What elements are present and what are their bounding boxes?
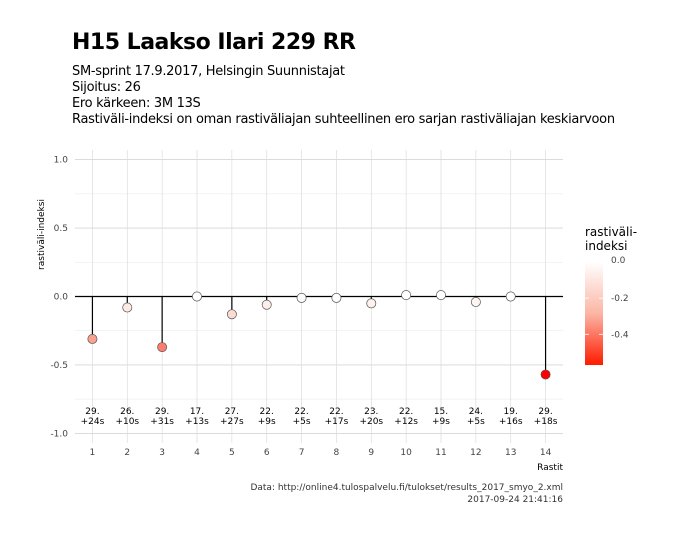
rank-label: 27.	[225, 407, 239, 417]
chart-title: H15 Laakso Ilari 229 RR	[72, 30, 356, 55]
diff-label: +31s	[150, 417, 174, 427]
lollipop-point	[296, 292, 307, 303]
legend-tick-label: -0.4	[611, 330, 629, 340]
diff-label: +5s	[293, 417, 311, 427]
diff-label: +13s	[185, 417, 209, 427]
rank-label: 15.	[434, 407, 448, 417]
y-axis-label: rastiväli-indeksi	[37, 199, 47, 270]
legend-tick-label: -0.2	[611, 294, 629, 304]
legend-title-line-1: rastiväli-	[585, 225, 637, 239]
chart-marks: 29.+24s26.+10s29.+31s17.+13s27.+27s22.+9…	[75, 290, 563, 427]
rank-label: 29.	[85, 407, 99, 417]
lollipop-point	[505, 291, 516, 302]
legend-tick-label: 0.0	[611, 256, 626, 266]
rank-label: 23.	[364, 407, 378, 417]
rank-label: 17.	[190, 407, 204, 417]
lollipop-point	[261, 299, 272, 310]
diff-label: +24s	[81, 417, 105, 427]
caption-source: Data: http://online4.tulospalvelu.fi/tul…	[250, 483, 563, 493]
lollipop-point	[157, 342, 168, 353]
x-tick-label: 11	[435, 448, 446, 458]
lollipop-point	[470, 297, 481, 307]
y-tick-label: 0.5	[54, 224, 68, 234]
grid	[75, 150, 563, 443]
subtitle-line-4: Rastiväli-indeksi on oman rastiväliajan …	[72, 112, 615, 127]
diff-label: +27s	[220, 417, 244, 427]
y-tick-label: 0.0	[54, 293, 69, 303]
diff-label: +9s	[258, 417, 276, 427]
x-tick-label: 13	[505, 448, 516, 458]
diff-label: +9s	[432, 417, 450, 427]
subtitle-line-3: Ero kärkeen: 3M 13S	[72, 96, 201, 111]
diff-label: +12s	[394, 417, 418, 427]
subtitle-line-2: Sijoitus: 26	[72, 80, 141, 95]
x-tick-label: 9	[368, 448, 374, 458]
lollipop-point	[540, 369, 551, 380]
rank-label: 22.	[294, 407, 308, 417]
rank-label: 22.	[399, 407, 413, 417]
x-tick-label: 4	[194, 448, 200, 458]
color-legend: rastiväli-indeksi 0.0 -0.2 -0.4	[585, 225, 637, 365]
diff-label: +17s	[325, 417, 349, 427]
lollipop-point	[192, 291, 202, 302]
axes: -1.0-0.50.00.51.01 2 3 4 5 6 7 8 9 10 11 12 13 14Rast…	[37, 156, 563, 473]
y-tick-label: -0.5	[50, 361, 68, 371]
x-tick-label: 14	[540, 448, 552, 458]
lollipop-point	[436, 290, 446, 301]
x-tick-label: 2	[124, 448, 130, 458]
x-tick-label: 1	[90, 448, 96, 458]
x-tick-label: 12	[470, 448, 481, 458]
rank-label: 29.	[538, 407, 552, 417]
x-tick-label: 8	[334, 448, 340, 458]
lollipop-point	[331, 292, 342, 303]
x-axis-label: Rastit	[537, 463, 563, 473]
caption-timestamp: 2017-09-24 21:41:16	[467, 495, 563, 505]
x-tick-label: 3	[159, 448, 165, 458]
diff-label: +18s	[534, 417, 558, 427]
lollipop-point	[366, 298, 377, 309]
x-tick-label: 7	[299, 448, 305, 458]
subtitle-line-1: SM-sprint 17.9.2017, Helsingin Suunnista…	[72, 64, 345, 79]
lollipop-point	[122, 302, 133, 313]
y-tick-label: 1.0	[54, 156, 69, 166]
lollipop-point	[87, 333, 98, 344]
rank-label: 24.	[469, 407, 483, 417]
diff-label: +5s	[467, 417, 485, 427]
lollipop-point	[401, 290, 412, 301]
lollipop-point	[226, 309, 237, 320]
x-tick-label: 10	[400, 448, 412, 458]
rank-label: 22.	[329, 407, 343, 417]
x-tick-label: 5	[229, 448, 235, 458]
diff-label: +16s	[499, 417, 523, 427]
rank-label: 29.	[155, 407, 169, 417]
y-tick-label: -1.0	[50, 429, 68, 439]
rank-label: 26.	[120, 407, 134, 417]
rank-label: 19.	[504, 407, 518, 417]
diff-label: +20s	[359, 417, 383, 427]
legend-title-line-2: indeksi	[585, 239, 627, 253]
diff-label: +10s	[115, 417, 139, 427]
rank-label: 22.	[260, 407, 274, 417]
x-tick-label: 6	[264, 448, 270, 458]
legend-color-bar	[585, 262, 603, 365]
